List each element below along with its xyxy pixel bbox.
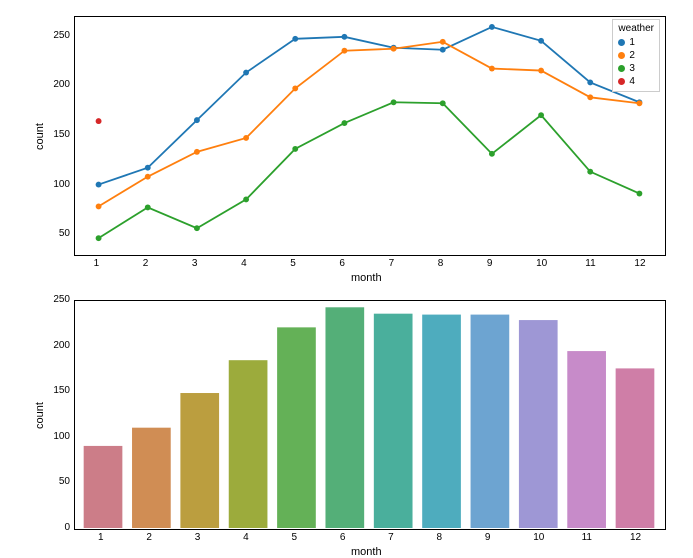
bar-xtick: 5 <box>291 532 297 543</box>
figure: 123456789101112 50100150200250 month cou… <box>0 0 693 549</box>
line-chart-ylabel: count <box>34 123 46 150</box>
legend-item: 3 <box>618 62 654 75</box>
line-ytick: 200 <box>53 79 70 90</box>
line-xtick: 7 <box>389 258 395 269</box>
line-ytick: 150 <box>53 129 70 140</box>
bar-xtick: 11 <box>582 532 592 543</box>
bar-xtick: 4 <box>243 532 249 543</box>
legend-marker-icon <box>618 39 625 46</box>
bar-xtick: 1 <box>98 532 104 543</box>
line-xtick: 2 <box>143 258 149 269</box>
bar-ytick: 250 <box>53 294 70 305</box>
line-chart-area <box>74 16 666 256</box>
bar-xtick: 2 <box>146 532 152 543</box>
legend-marker-icon <box>618 78 625 85</box>
bar-chart-xlabel: month <box>351 546 382 558</box>
line-xtick: 1 <box>94 258 100 269</box>
line-xtick: 11 <box>585 258 595 269</box>
bar-ytick: 50 <box>59 476 70 487</box>
legend-label: 3 <box>629 62 635 75</box>
legend-marker-icon <box>618 52 625 59</box>
legend-item: 1 <box>618 36 654 49</box>
line-xtick: 5 <box>290 258 296 269</box>
bar-chart-area <box>74 300 666 530</box>
line-xtick: 6 <box>339 258 345 269</box>
line-ytick: 50 <box>59 228 70 239</box>
legend-title: weather <box>618 23 654 34</box>
line-xtick: 3 <box>192 258 198 269</box>
bar-xtick: 12 <box>630 532 641 543</box>
legend-label: 4 <box>629 75 635 88</box>
legend-label: 2 <box>629 49 635 62</box>
line-xtick: 10 <box>536 258 547 269</box>
legend-marker-icon <box>618 65 625 72</box>
bar-xtick: 8 <box>437 532 443 543</box>
line-xtick: 9 <box>487 258 493 269</box>
legend-item: 4 <box>618 75 654 88</box>
bar-xtick: 6 <box>340 532 346 543</box>
bar-ytick: 0 <box>64 522 70 533</box>
line-ytick: 250 <box>53 30 70 41</box>
line-xtick: 12 <box>634 258 645 269</box>
bar-ytick: 150 <box>53 385 70 396</box>
legend: weather 1234 <box>612 19 660 92</box>
line-xtick: 4 <box>241 258 247 269</box>
line-chart-xlabel: month <box>351 272 382 284</box>
legend-item: 2 <box>618 49 654 62</box>
line-ytick: 100 <box>53 179 70 190</box>
bar-ytick: 200 <box>53 340 70 351</box>
bar-xtick: 3 <box>195 532 201 543</box>
bar-chart-ylabel: count <box>34 402 46 429</box>
legend-label: 1 <box>629 36 635 49</box>
bar-xtick: 10 <box>533 532 544 543</box>
bar-xtick: 7 <box>388 532 394 543</box>
bar-xtick: 9 <box>485 532 491 543</box>
line-xtick: 8 <box>438 258 444 269</box>
bar-ytick: 100 <box>53 431 70 442</box>
